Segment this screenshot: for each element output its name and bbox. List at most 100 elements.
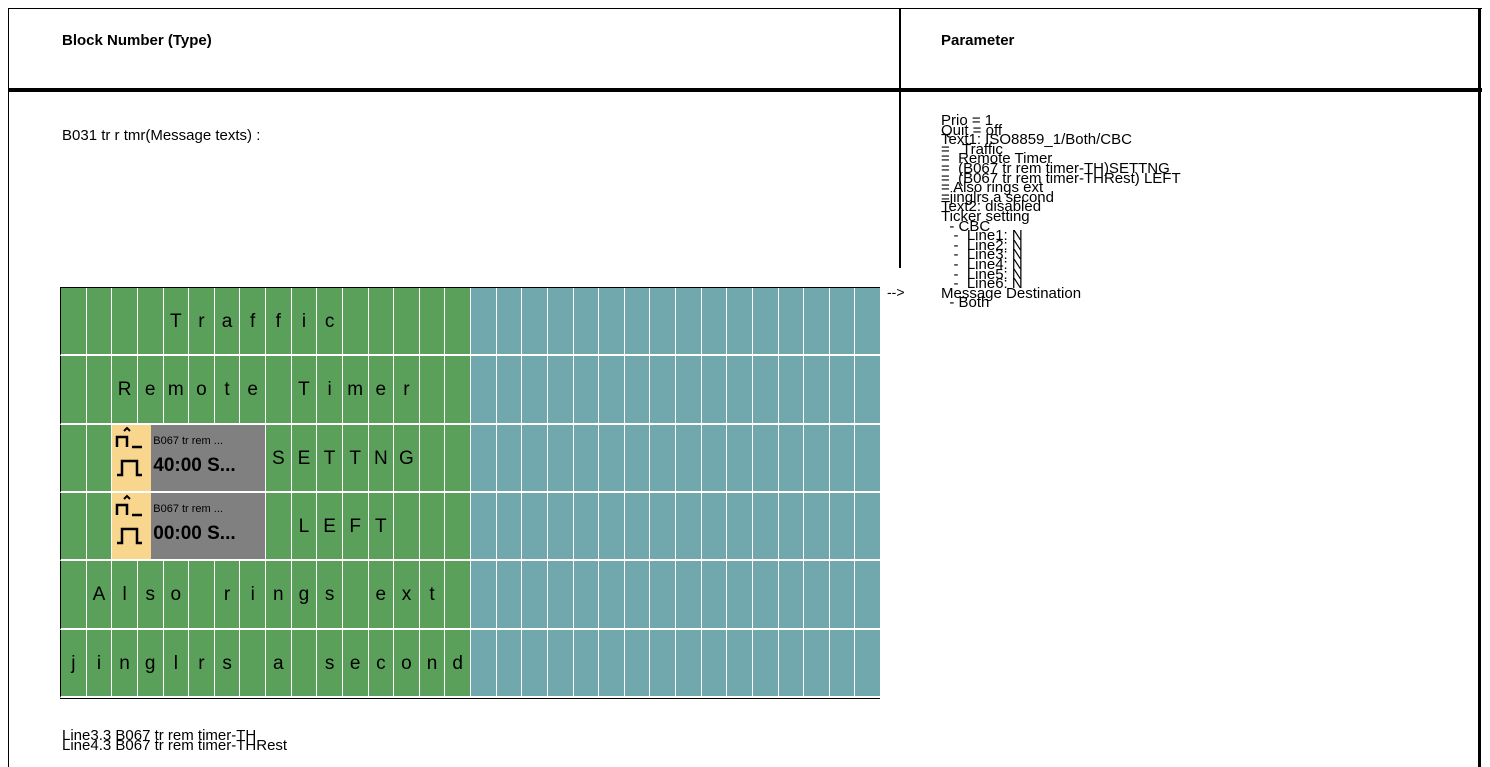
timer-block-name: B067 tr rem ... xyxy=(153,503,223,515)
display-char-cell xyxy=(60,424,86,493)
display-empty-cell xyxy=(598,561,624,630)
display-char-cell xyxy=(85,288,112,357)
timer-block: B067 tr rem ... 40:00 S... xyxy=(112,424,265,491)
display-char-cell xyxy=(367,288,394,357)
display-char-cell: i xyxy=(290,288,317,357)
display-empty-cell xyxy=(521,493,547,562)
display-empty-cell xyxy=(623,493,650,562)
parameter-line: - Line6: N xyxy=(941,275,1023,293)
display-empty-cell xyxy=(777,288,804,357)
display-empty-cell xyxy=(751,493,778,562)
display-char-cell: l xyxy=(162,629,189,698)
display-empty-cell xyxy=(470,629,496,698)
display-empty-cell xyxy=(700,424,727,493)
display-empty-cell xyxy=(495,356,522,425)
display-char-cell: f xyxy=(265,288,291,357)
display-empty-cell xyxy=(470,356,496,425)
parameter-line: Text2: disabled xyxy=(941,198,1042,216)
display-char-cell: r xyxy=(393,356,419,425)
parameter-line: - CBC xyxy=(941,217,991,235)
display-empty-cell xyxy=(521,288,547,357)
display-empty-cell xyxy=(700,493,727,562)
display-empty-cell xyxy=(751,561,778,630)
display-char-cell: A xyxy=(85,561,112,630)
display-char-cell xyxy=(418,493,445,562)
display-empty-cell xyxy=(803,424,829,493)
display-char-cell: E xyxy=(290,424,317,493)
display-char-cell xyxy=(265,356,291,425)
display-empty-cell xyxy=(598,288,624,357)
display-char-cell xyxy=(85,424,112,493)
display-empty-cell xyxy=(828,288,855,357)
display-char-cell: n xyxy=(265,561,291,630)
display-char-cell: G xyxy=(393,424,419,493)
parameter-list: Prio = 1 Quit = off Text1: ISO8859_1/Both/… xyxy=(941,113,1181,310)
display-empty-cell xyxy=(726,356,752,425)
display-char-cell: j xyxy=(60,629,86,698)
parameter-line: - Line2: N xyxy=(941,236,1023,254)
display-empty-cell xyxy=(854,424,880,493)
display-char-cell: o xyxy=(162,561,189,630)
display-empty-cell xyxy=(521,356,547,425)
display-char-cell xyxy=(60,561,86,630)
display-char-cell xyxy=(60,493,86,562)
display-char-cell: e xyxy=(367,356,394,425)
display-empty-cell xyxy=(470,493,496,562)
parameter-line: Ticker setting xyxy=(941,207,1030,225)
display-char-cell: o xyxy=(393,629,419,698)
parameter-line: - Line4: N xyxy=(941,255,1023,273)
display-empty-cell xyxy=(828,561,855,630)
display-char-cell xyxy=(111,288,137,357)
display-char-cell: e xyxy=(367,561,394,630)
display-empty-cell xyxy=(546,493,573,562)
display-empty-cell xyxy=(726,629,752,698)
display-char-cell: i xyxy=(85,629,112,698)
display-empty-cell xyxy=(854,629,880,698)
display-char-cell: e xyxy=(341,629,368,698)
display-empty-cell xyxy=(495,288,522,357)
block-title: B031 tr r tmr(Message texts) : xyxy=(62,127,261,144)
display-char-cell: r xyxy=(188,629,214,698)
arrow-marker: --> xyxy=(887,284,905,300)
display-char-cell xyxy=(188,561,214,630)
display-empty-cell xyxy=(521,424,547,493)
display-empty-cell xyxy=(572,561,599,630)
display-empty-cell xyxy=(803,356,829,425)
display-char-cell: d xyxy=(444,629,470,698)
display-empty-cell xyxy=(623,288,650,357)
display-empty-cell xyxy=(828,424,855,493)
display-char-cell: c xyxy=(316,288,342,357)
display-char-cell xyxy=(393,493,419,562)
display-char-cell xyxy=(85,356,112,425)
note-line: Line4.3 B067 tr rem timer-THRest xyxy=(62,737,288,754)
parameter-line: Message Destination xyxy=(941,284,1082,302)
display-empty-cell xyxy=(751,424,778,493)
display-empty-cell xyxy=(598,493,624,562)
note-line: Line3.3 B067 tr rem timer-TH xyxy=(62,727,257,744)
display-empty-cell xyxy=(546,561,573,630)
display-empty-cell xyxy=(649,356,675,425)
display-empty-cell xyxy=(751,288,778,357)
display-empty-cell xyxy=(726,288,752,357)
display-empty-cell xyxy=(572,424,599,493)
display-empty-cell xyxy=(675,493,701,562)
parameter-line: =jinglrs a second xyxy=(941,188,1054,206)
timer-block-value: B067 tr rem ... 00:00 S... xyxy=(151,493,265,560)
header-block-number-type: Block Number (Type) xyxy=(62,32,212,49)
display-empty-cell xyxy=(700,288,727,357)
timer-block-name: B067 tr rem ... xyxy=(153,434,223,447)
display-empty-cell xyxy=(546,356,573,425)
parameter-line: Quit = off xyxy=(941,121,1003,139)
display-char-cell: N xyxy=(367,424,394,493)
display-char-cell: o xyxy=(188,356,214,425)
display-empty-cell xyxy=(751,356,778,425)
display-char-cell: t xyxy=(418,561,445,630)
display-empty-cell xyxy=(623,629,650,698)
display-char-cell: s xyxy=(213,629,240,698)
timer-pulse-icon xyxy=(112,493,152,560)
display-empty-cell xyxy=(470,424,496,493)
display-empty-cell xyxy=(700,629,727,698)
display-char-cell xyxy=(341,561,368,630)
display-empty-cell xyxy=(649,424,675,493)
